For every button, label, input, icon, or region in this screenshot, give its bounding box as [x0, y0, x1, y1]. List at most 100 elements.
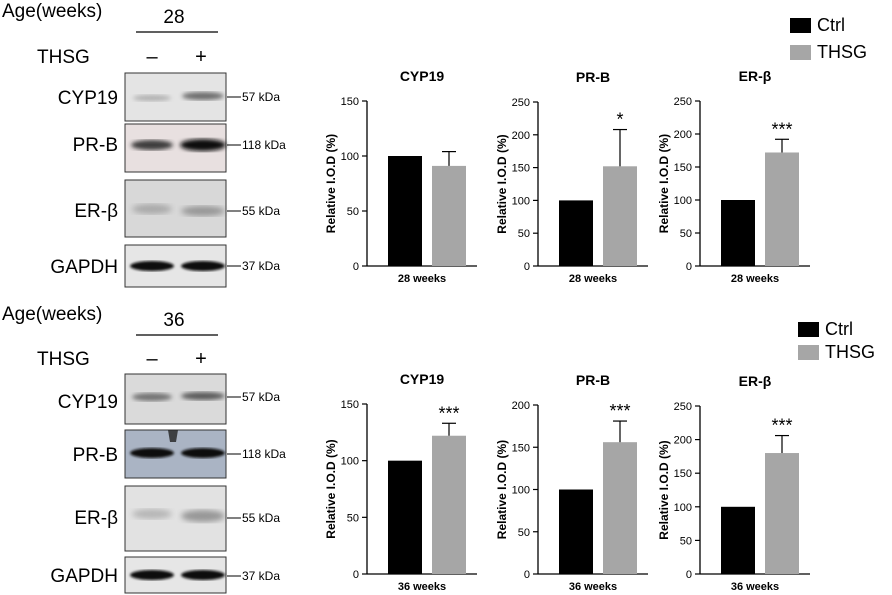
- y-tick-label: 0: [353, 569, 359, 581]
- chart-6: ER-β 0 50 100 150 200 250 Relative I.O.D (%) 36 …: [657, 373, 810, 593]
- bar-thsg: [603, 442, 637, 574]
- kda-label: 37 kDa: [242, 259, 280, 273]
- y-tick-label: 200: [512, 400, 530, 412]
- legend-label-thsg: THSG: [825, 342, 875, 362]
- kda-label: 57 kDa: [242, 90, 280, 104]
- y-axis-label: Relative I.O.D (%): [324, 134, 338, 233]
- significance-marker: ***: [771, 416, 792, 436]
- age-value: 36: [163, 310, 184, 331]
- y-tick-label: 250: [674, 96, 692, 108]
- legend-swatch-ctrl: [798, 322, 819, 337]
- treatment-label: THSG: [37, 349, 90, 370]
- y-tick-label: 150: [674, 162, 692, 174]
- legend-swatch-thsg: [798, 345, 819, 360]
- y-tick-label: 150: [512, 163, 530, 175]
- bar-ctrl: [388, 460, 422, 574]
- blot-band: [181, 392, 225, 400]
- bar-thsg: [432, 165, 466, 266]
- minus-sign: –: [146, 348, 158, 370]
- y-axis-label: Relative I.O.D (%): [324, 439, 338, 538]
- y-tick-label: 150: [341, 96, 359, 108]
- chart-title: ER-β: [739, 373, 772, 389]
- protein-label: ER-β: [74, 508, 118, 529]
- y-tick-label: 0: [524, 569, 530, 581]
- y-tick-label: 50: [347, 512, 359, 524]
- y-axis-label: Relative I.O.D (%): [495, 134, 509, 233]
- protein-label: ER-β: [74, 201, 118, 222]
- legend-bottom: Ctrl THSG: [798, 319, 875, 362]
- blot-band: [130, 448, 174, 458]
- plus-sign: +: [195, 46, 207, 68]
- y-tick-label: 100: [674, 502, 692, 514]
- blot-band: [133, 95, 171, 101]
- y-tick-label: 50: [347, 206, 359, 218]
- kda-label: 118 kDa: [242, 447, 286, 461]
- x-axis-label: 36 weeks: [569, 581, 617, 593]
- x-axis-label: 36 weeks: [398, 581, 446, 593]
- protein-label: GAPDH: [50, 566, 118, 587]
- y-tick-label: 100: [512, 485, 530, 497]
- blot-band: [130, 261, 174, 271]
- y-tick-label: 0: [524, 261, 530, 273]
- blot-band: [182, 92, 224, 100]
- y-tick-label: 50: [680, 535, 692, 547]
- y-tick-label: 200: [512, 130, 530, 142]
- protein-label: PR-B: [73, 445, 118, 466]
- y-tick-label: 100: [341, 456, 359, 468]
- chart-title: CYP19: [400, 68, 445, 84]
- bar-ctrl: [559, 489, 593, 574]
- minus-sign: –: [146, 46, 158, 68]
- x-axis-label: 36 weeks: [731, 581, 779, 593]
- legend-label-thsg: THSG: [817, 42, 867, 62]
- kda-label: 55 kDa: [242, 511, 280, 525]
- chart-5: PR-B 0 50 100 150 200 Relative I.O.D (%) 36 wee…: [495, 372, 648, 593]
- y-tick-label: 200: [674, 435, 692, 447]
- kda-label: 37 kDa: [242, 569, 280, 583]
- blot-band: [131, 140, 173, 150]
- blot-band: [181, 510, 225, 522]
- age-value: 28: [163, 7, 184, 28]
- chart-title: PR-B: [576, 69, 610, 85]
- bar-thsg: [603, 166, 637, 266]
- x-axis-label: 28 weeks: [398, 273, 446, 285]
- blot-band: [132, 204, 172, 214]
- chart-title: PR-B: [576, 372, 610, 388]
- y-tick-label: 250: [674, 401, 692, 413]
- age-label: Age(weeks): [2, 304, 102, 325]
- plus-sign: +: [195, 348, 207, 370]
- chart-title: CYP19: [400, 371, 445, 387]
- bar-ctrl: [559, 200, 593, 266]
- y-tick-label: 150: [674, 468, 692, 480]
- legend-label-ctrl: Ctrl: [825, 319, 853, 339]
- y-tick-label: 0: [686, 569, 692, 581]
- age-label: Age(weeks): [2, 1, 102, 22]
- chart-1: CYP19 0 50 100 150 Relative I.O.D (%) 28 weeks: [324, 68, 477, 285]
- blot-panel-36: Age(weeks) 36 THSG – + CYP19 57 kDa PR-B…: [2, 304, 286, 594]
- significance-marker: *: [616, 110, 623, 130]
- blot-band: [132, 393, 172, 401]
- bar-ctrl: [388, 156, 422, 266]
- chart-2: PR-B 0 50 100 150 200 250 Relative I.O.D (%) 28 …: [495, 69, 648, 285]
- bar-ctrl: [721, 200, 755, 266]
- protein-label: CYP19: [58, 88, 118, 109]
- legend-swatch-ctrl: [790, 18, 811, 33]
- y-tick-label: 0: [353, 261, 359, 273]
- chart-3: ER-β 0 50 100 150 200 250 Relative I.O.D (%) 28 …: [657, 68, 810, 285]
- x-axis-label: 28 weeks: [731, 273, 779, 285]
- blot-panel-28: Age(weeks) 28 THSG – + CYP19 57 kDa PR-B…: [2, 1, 286, 288]
- blot-band: [181, 206, 225, 216]
- chart-4: CYP19 0 50 100 150 Relative I.O.D (%) 36 weeks…: [324, 371, 477, 593]
- y-tick-label: 50: [518, 228, 530, 240]
- y-axis-label: Relative I.O.D (%): [657, 134, 671, 233]
- blot-band: [181, 448, 225, 458]
- blot-band: [181, 570, 225, 580]
- protein-label: GAPDH: [50, 257, 118, 278]
- y-tick-label: 100: [674, 195, 692, 207]
- blot-band: [132, 509, 172, 519]
- bar-ctrl: [721, 506, 755, 574]
- y-axis-label: Relative I.O.D (%): [495, 440, 509, 539]
- y-tick-label: 250: [512, 97, 530, 109]
